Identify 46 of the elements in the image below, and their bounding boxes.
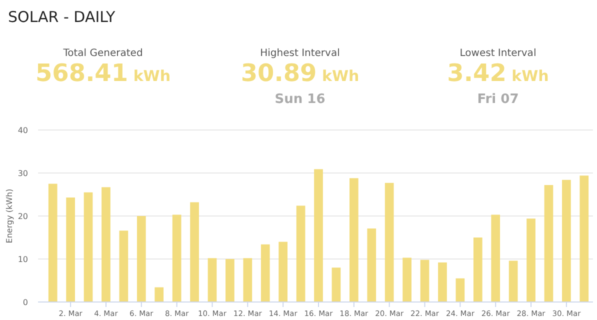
chart-title: SOLAR - DAILY (8, 8, 116, 26)
y-tick-label: 0 (22, 298, 28, 307)
bar (332, 268, 341, 302)
bar (491, 214, 500, 302)
bar (48, 184, 58, 302)
y-axis-title: Energy (kWh) (5, 188, 14, 244)
bar (544, 185, 554, 302)
bar (66, 198, 75, 302)
bar (349, 178, 358, 302)
bar (526, 218, 536, 302)
text: Sun 16 (274, 92, 326, 107)
bar (278, 242, 288, 302)
bar (172, 214, 182, 302)
bar (314, 169, 323, 302)
text: 3.42 kWh (447, 59, 549, 87)
bar (473, 238, 482, 302)
bar (384, 182, 394, 302)
bar (420, 260, 430, 302)
text: Fri 07 (477, 92, 519, 107)
bar (296, 206, 306, 302)
text: 568.41 kWh (35, 59, 171, 87)
bar (580, 176, 589, 302)
bar (367, 228, 376, 302)
bar (190, 202, 199, 302)
bar (119, 230, 128, 302)
bar (102, 187, 110, 302)
bar (508, 260, 518, 302)
text: 30.89 kWh (240, 59, 360, 87)
y-tick-label: 20 (18, 212, 28, 221)
bar (456, 278, 465, 302)
bar (562, 180, 571, 302)
text: Lowest Interval (460, 48, 536, 59)
y-tick-label: 30 (18, 168, 28, 178)
bar (154, 287, 164, 302)
bar (136, 216, 146, 302)
bar (84, 192, 93, 302)
y-tick-label: 40 (18, 126, 28, 135)
bar (260, 244, 270, 302)
bar (208, 258, 217, 302)
bar (243, 258, 252, 302)
y-tick-label: 10 (18, 254, 28, 264)
text: Highest Interval (260, 48, 340, 59)
bar (226, 259, 234, 302)
bar (438, 262, 447, 302)
bar (402, 258, 412, 302)
text: Total Generated (62, 48, 143, 59)
